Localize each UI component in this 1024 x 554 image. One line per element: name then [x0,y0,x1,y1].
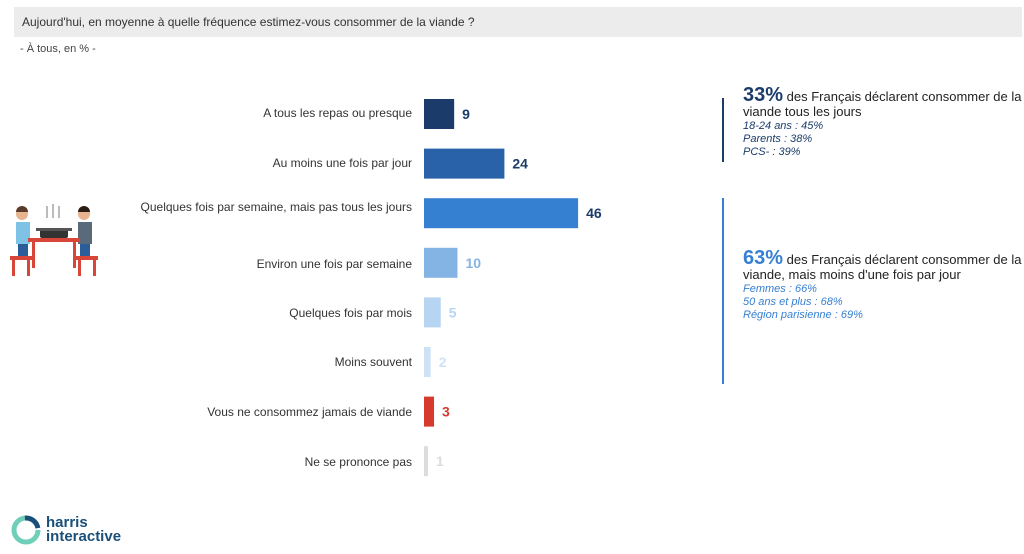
category-label: Environ une fois par semaine [256,257,412,271]
callout-daily: 33% des Français déclarent consommer de … [743,85,1023,159]
value-label: 3 [442,404,450,420]
harris-interactive-logo-icon [11,515,41,545]
logo-line2: interactive [46,528,122,545]
value-label: 9 [462,106,470,122]
callout-details: 18-24 ans : 45% Parents : 38% PCS- : 39% [743,120,1023,159]
value-label: 1 [436,453,444,469]
callout-main-text: 33% des Français déclarent consommer de … [743,85,1023,119]
value-label: 10 [466,255,482,271]
detail-item: 18-24 ans : 45% [743,120,824,132]
value-label: 46 [586,205,602,221]
detail-item: 50 ans et plus : 68% [743,296,843,308]
detail-item: Femmes : 66% [743,283,817,295]
bar [424,148,505,179]
callout-less-than-daily: 63% des Français déclarent consommer de … [743,248,1023,322]
value-label: 5 [449,304,457,320]
bar [424,297,441,328]
people-eating-illustration [10,204,98,276]
callout-divider [722,198,724,384]
detail-item: Parents : 38% [743,133,813,145]
category-label: Moins souvent [334,355,412,369]
callout-percentage: 63% [743,247,784,269]
callout-text: des Français déclarent consommer de la v… [743,89,1022,119]
bar [424,446,428,477]
bar [424,347,431,377]
callout-text: des Français déclarent consommer de la v… [743,252,1022,282]
category-label: A tous les repas ou presque [263,106,412,120]
category-label: Ne se prononce pas [304,455,412,469]
category-label: Quelques fois par semaine, mais pas tous… [140,200,412,214]
bar [424,99,455,129]
bar [424,247,458,278]
value-label: 2 [439,354,447,370]
base-note: - À tous, en % - [20,43,96,55]
callout-divider [722,98,724,162]
value-label: 24 [512,156,528,172]
category-label: Quelques fois par mois [289,306,412,320]
bar [424,396,435,427]
category-label: Au moins une fois par jour [272,156,412,170]
question-title: Aujourd'hui, en moyenne à quelle fréquen… [22,15,475,29]
detail-item: Région parisienne : 69% [743,309,863,321]
detail-item: PCS- : 39% [743,146,801,158]
callout-percentage: 33% [743,84,784,106]
category-label: Vous ne consommez jamais de viande [207,405,412,419]
callout-details: Femmes : 66% 50 ans et plus : 68% Région… [743,283,1023,322]
question-banner [14,7,1022,37]
logo-line1: harris [46,514,88,531]
bar [424,198,579,229]
logo-text: harris interactive [46,514,122,545]
callout-main-text: 63% des Français déclarent consommer de … [743,248,1023,282]
